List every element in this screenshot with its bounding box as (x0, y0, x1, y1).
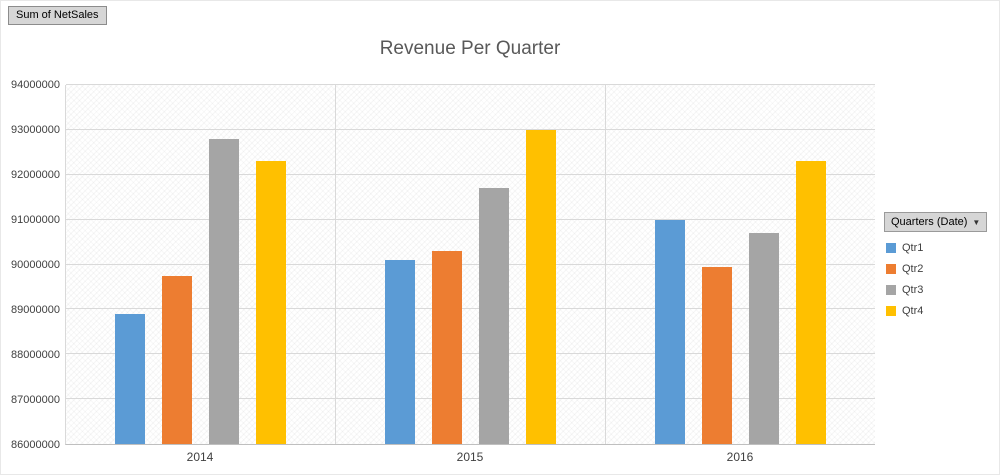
x-axis: 2014 2015 2016 (65, 450, 875, 464)
chevron-down-icon: ▼ (972, 217, 981, 227)
y-axis-tick-label: 92000000 (11, 169, 60, 181)
y-axis-tick-label: 90000000 (11, 259, 60, 271)
legend-items: Qtr1 Qtr2 Qtr3 Qtr4 (884, 242, 996, 317)
gridline (66, 353, 875, 355)
category-group-2015 (336, 85, 606, 444)
y-axis-tick-label: 87000000 (11, 394, 60, 406)
gridline (66, 84, 875, 85)
bar-qtr1-2015[interactable] (385, 260, 415, 444)
chart-title: Revenue Per Quarter (379, 38, 561, 59)
bar-qtr3-2014[interactable] (209, 138, 239, 444)
legend-swatch-icon (886, 264, 896, 274)
x-axis-label-2015: 2015 (456, 450, 484, 464)
bar-qtr3-2016[interactable] (749, 233, 779, 444)
plot-area (65, 84, 875, 445)
gridline (66, 218, 875, 220)
legend-item-qtr2[interactable]: Qtr2 (886, 263, 996, 275)
category-group-2014 (66, 85, 336, 444)
gridline (66, 128, 875, 130)
legend-item-qtr3[interactable]: Qtr3 (886, 284, 996, 296)
category-group-2016 (606, 85, 875, 444)
gridline (66, 308, 875, 310)
x-axis-label-2014: 2014 (186, 450, 214, 464)
legend-swatch-icon (886, 285, 896, 295)
bar-qtr4-2014[interactable] (256, 161, 286, 444)
legend-panel: Quarters (Date) ▼ Qtr1 Qtr2 Qtr3 Qtr4 (884, 212, 996, 326)
gridline (66, 398, 875, 400)
bar-qtr1-2014[interactable] (115, 313, 145, 444)
bar-qtr2-2015[interactable] (432, 251, 462, 444)
y-axis-tick-label: 93000000 (11, 124, 60, 136)
bar-qtr2-2014[interactable] (162, 275, 192, 444)
legend-swatch-icon (886, 243, 896, 253)
y-axis-tick-label: 89000000 (11, 304, 60, 316)
bar-qtr4-2016[interactable] (796, 161, 826, 444)
y-axis-tick-label: 86000000 (11, 439, 60, 451)
x-axis-label-2016: 2016 (726, 450, 754, 464)
legend-field-button[interactable]: Quarters (Date) ▼ (884, 212, 988, 232)
legend-field-label: Quarters (Date) (891, 216, 968, 228)
gridline (66, 263, 875, 265)
bar-qtr2-2016[interactable] (702, 266, 732, 444)
legend-swatch-icon (886, 306, 896, 316)
y-axis-tick-label: 94000000 (11, 79, 60, 91)
bar-qtr4-2015[interactable] (526, 129, 556, 444)
gridline (66, 173, 875, 175)
bar-qtr1-2016[interactable] (655, 219, 685, 444)
legend-item-label: Qtr1 (902, 242, 924, 254)
legend-item-label: Qtr3 (902, 284, 924, 296)
legend-item-label: Qtr4 (902, 305, 924, 317)
pivot-value-field-button[interactable]: Sum of NetSales (8, 6, 107, 25)
y-axis: 86000000 87000000 88000000 89000000 90000000… (0, 79, 60, 451)
legend-item-label: Qtr2 (902, 263, 924, 275)
y-axis-tick-label: 88000000 (11, 349, 60, 361)
y-axis-tick-label: 91000000 (11, 214, 60, 226)
bar-qtr3-2015[interactable] (479, 188, 509, 444)
legend-item-qtr1[interactable]: Qtr1 (886, 242, 996, 254)
legend-item-qtr4[interactable]: Qtr4 (886, 305, 996, 317)
